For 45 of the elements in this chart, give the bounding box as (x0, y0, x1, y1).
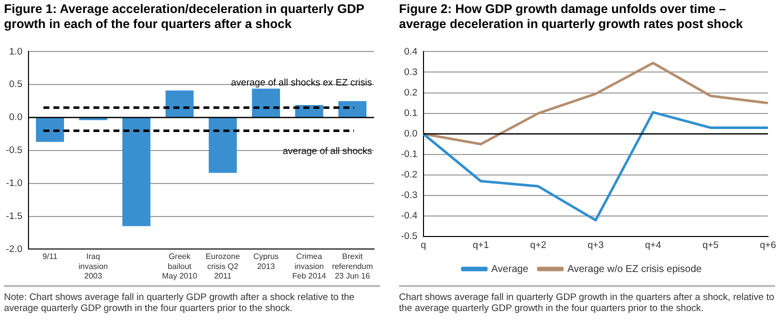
x-tick-label: q+6 (760, 240, 776, 251)
bar (208, 118, 237, 173)
x-tick-label: Eurozone crisis Q2 2011 (206, 252, 240, 280)
y-tick-label: -0.4 (400, 210, 418, 222)
text: Note: Chart shows average fall in quarterly GDP growth after a shock relative to the average quarterly GDP growth in the four quarters prior to the shock. (4, 292, 356, 314)
bar (338, 101, 366, 118)
ref-line-label: average of all shocks ex EZ crisis (231, 78, 372, 89)
x-tick-label: Iraq invasion 2003 (78, 252, 108, 280)
y-tick-label: -0.5 (400, 231, 418, 242)
x-tick-label: Brexit referendum 23 Jun 16 (332, 252, 374, 280)
y-tick-label: -0.3 (400, 190, 418, 202)
bar (36, 118, 64, 142)
y-tick-label: 0.0 (9, 112, 22, 124)
x-tick-label: q (420, 240, 426, 251)
y-tick-label: 0.4 (404, 46, 418, 58)
legend-label: Average w/o EZ crisis episode (567, 264, 702, 275)
y-tick-label: -0.2 (400, 170, 418, 181)
x-tick-label: q+2 (530, 240, 546, 251)
bar (166, 90, 194, 118)
y-tick-label: 0.2 (404, 87, 418, 98)
y-tick-label: -1.0 (6, 178, 22, 189)
x-tick-label: q+4 (645, 240, 662, 251)
chart-title: Figure 1: Average acceleration/deceleration in quarterly GDP growth in each of the four quarters after a shock (3, 1, 366, 33)
chart-title: Figure 2: How GDP growth damage unfolds over time – average deceleration in quarterly growth rates post shock (398, 1, 744, 33)
y-tick-label: -2.0 (6, 244, 22, 255)
y-tick-label: -1.5 (6, 210, 22, 222)
y-tick-label: -0.5 (6, 145, 22, 156)
bar (252, 88, 280, 118)
x-tick-label: q+3 (588, 240, 604, 251)
y-tick-label: 0.0 (404, 128, 418, 140)
y-tick-label: 0.5 (9, 79, 22, 90)
bar (122, 118, 150, 226)
x-tick-label: Cyprus 2013 (253, 252, 279, 271)
x-tick-label: 9/11 (42, 252, 58, 262)
legend-label: Average (491, 264, 529, 275)
y-tick-label: 0.3 (404, 66, 418, 78)
y-tick-label: -0.1 (400, 149, 418, 160)
x-tick-label: q+5 (702, 240, 719, 251)
text: Chart shows average fall in quarterly GDP growth in the quarters after a shock, relative to the average quarterly GDP growth in the four quarters prior to the shock. (399, 292, 775, 314)
x-tick-label: Crimea invasion Feb 2014 (292, 252, 327, 280)
x-tick-label: Greek bailout May 2010 (162, 252, 198, 280)
y-tick-label: 0.1 (404, 108, 418, 119)
ref-line-label: average of all shocks (282, 146, 372, 158)
x-tick-label: q+1 (472, 240, 489, 251)
y-tick-label: 1.0 (9, 46, 22, 58)
